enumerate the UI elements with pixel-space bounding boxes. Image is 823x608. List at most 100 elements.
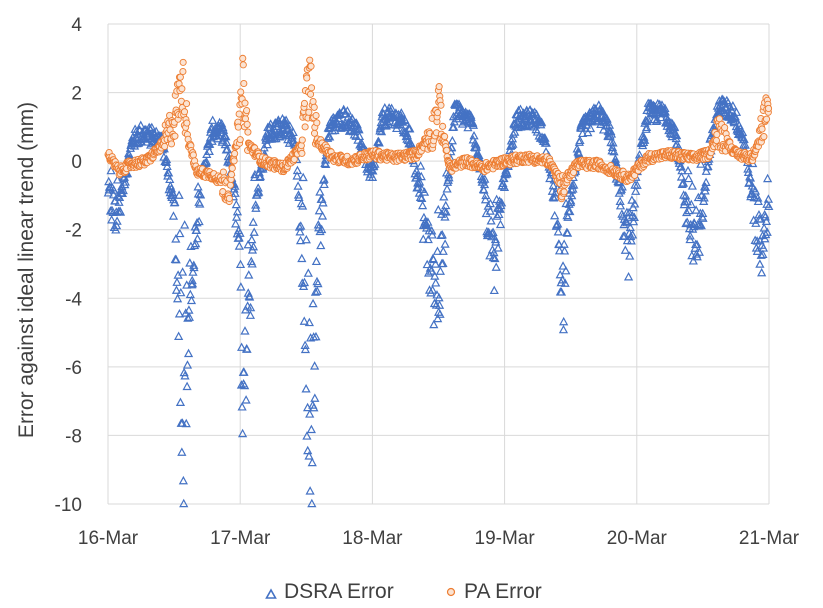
dsra-point (531, 109, 542, 118)
dsra-point (111, 220, 122, 230)
pa-point (236, 136, 244, 144)
dsra-point (242, 344, 252, 353)
pa-point (189, 151, 197, 159)
dsra-point (231, 219, 241, 228)
dsra-point (550, 210, 560, 220)
pa-point (167, 140, 176, 148)
dsra-point (191, 225, 202, 234)
dsra-point (192, 233, 203, 243)
pa-point (235, 110, 243, 118)
pa-point (570, 168, 578, 177)
dsra-point (615, 200, 626, 210)
dsra-point (400, 115, 410, 125)
dsra-point (222, 144, 232, 153)
dsra-point (691, 205, 701, 214)
pa-point (435, 83, 443, 91)
dsra-point (319, 179, 329, 189)
dsra-point (168, 211, 179, 220)
dsra-point (185, 289, 195, 299)
dsra-point (574, 149, 584, 158)
dsra-point (480, 194, 491, 204)
dsra-point (627, 210, 637, 220)
dsra-point (254, 187, 264, 196)
dsra-point (481, 208, 491, 218)
dsra-point (763, 194, 774, 203)
pa-point (230, 157, 238, 165)
dsra-point (241, 395, 251, 404)
dsra-point (720, 107, 730, 117)
dsra-point (693, 192, 703, 202)
legend: DSRA Error PA Error (265, 580, 542, 603)
dsra-point (251, 200, 261, 209)
dsra-point (758, 243, 769, 252)
dsra-point (177, 267, 188, 276)
dsra-point (314, 205, 324, 215)
dsra-point (490, 253, 500, 263)
dsra-point (297, 253, 307, 263)
dsra-point (433, 313, 443, 323)
dsra-point (530, 107, 540, 116)
pa-point (241, 99, 249, 107)
dsra-point (447, 142, 457, 152)
dsra-point (469, 130, 479, 140)
dsra-point (172, 293, 183, 303)
dsra-point (111, 225, 121, 234)
dsra-point (437, 230, 447, 239)
dsra-point (439, 192, 449, 201)
dsra-point (625, 222, 635, 232)
x-tick-label: 19-Mar (475, 528, 536, 549)
dsra-point (180, 220, 190, 229)
dsra-point (406, 139, 417, 148)
dsra-point (423, 234, 433, 244)
pa-point (227, 170, 236, 179)
y-tick-label: -6 (65, 358, 82, 379)
dsra-point (429, 319, 439, 329)
dsra-point (621, 217, 632, 227)
dsra-point (170, 197, 180, 207)
dsra-point (521, 120, 531, 130)
dsra-point (685, 231, 695, 240)
pa-point (243, 106, 251, 115)
dsra-point (182, 280, 192, 289)
dsra-point (585, 123, 596, 133)
dsra-point (561, 265, 571, 275)
dsra-point (114, 192, 125, 202)
dsra-point (295, 235, 306, 245)
dsra-point (757, 267, 767, 277)
dsra-point (296, 221, 306, 230)
dsra-point (558, 324, 569, 334)
dsra-point (438, 246, 448, 255)
dsra-point (307, 498, 317, 508)
y-tick-label: 0 (71, 152, 82, 173)
dsra-point (235, 228, 245, 237)
dsra-point (434, 292, 444, 302)
pa-point (301, 123, 309, 131)
dsra-point (696, 159, 706, 168)
dsra-point (176, 287, 186, 297)
dsra-point (553, 227, 563, 236)
dsra-point (695, 219, 705, 229)
dsra-point (429, 298, 440, 308)
dsra-point (181, 418, 191, 428)
pa-point (241, 115, 250, 123)
y-tick-label: 4 (71, 15, 82, 36)
dsra-point (243, 239, 253, 249)
legend-circle-marker (446, 587, 456, 597)
dsra-point (492, 211, 502, 220)
dsra-point (298, 172, 308, 182)
dsra-point (686, 199, 696, 209)
dsra-point (703, 161, 713, 170)
pa-point (762, 115, 771, 123)
dsra-point (321, 159, 331, 169)
pa-point (305, 108, 313, 116)
dsra-point (310, 287, 321, 296)
dsra-point (305, 486, 315, 495)
pa-point (231, 150, 239, 158)
dsra-point (234, 233, 244, 242)
dsra-point (375, 126, 385, 135)
pa-point (712, 137, 721, 145)
dsra-point (688, 256, 698, 265)
dsra-point (312, 286, 322, 295)
dsra-point (764, 201, 774, 210)
dsra-point (496, 197, 507, 207)
